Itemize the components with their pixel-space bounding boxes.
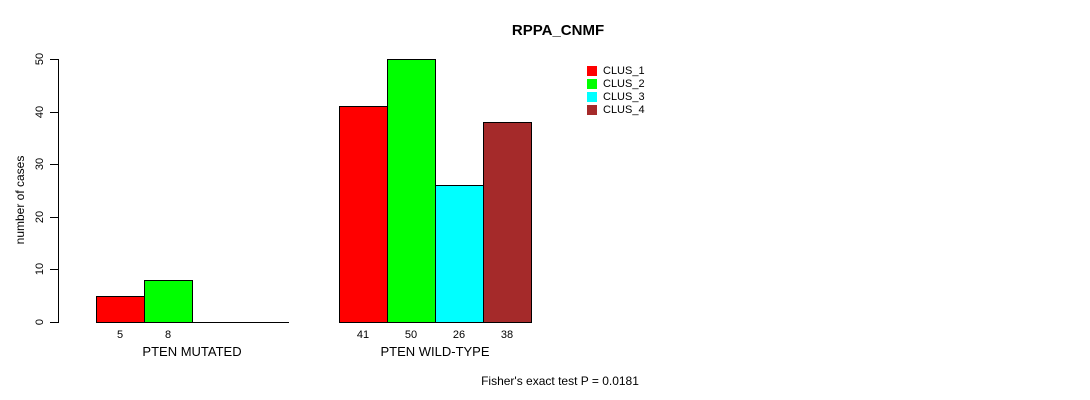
bar-clus_2 [144,280,193,323]
y-axis-label: number of cases [13,155,27,245]
y-tick [50,269,58,270]
legend-label: CLUS_3 [603,90,645,103]
legend-swatch-clus_3 [587,91,597,102]
legend-label: CLUS_1 [603,64,645,77]
group-label: PTEN MUTATED [142,344,242,359]
legend-swatch-clus_4 [587,104,597,115]
legend-swatch-clus_2 [587,78,597,89]
bar-clus_1 [96,296,145,323]
bar-clus_3 [435,185,484,323]
y-tick [50,112,58,113]
y-tick-label: 50 [34,52,46,66]
bar-value-label: 8 [164,329,172,341]
y-tick [50,164,58,165]
y-tick [50,59,58,60]
legend-swatch-clus_1 [587,65,597,76]
chart-title: RPPA_CNMF [511,22,605,39]
legend-label: CLUS_4 [603,103,645,116]
legend-label: CLUS_2 [603,77,645,90]
legend-item: CLUS_4 [587,103,645,116]
footnote: Fisher's exact test P = 0.0181 [481,374,639,388]
y-tick [50,217,58,218]
bar-value-label: 38 [500,329,514,341]
legend-item: CLUS_2 [587,77,645,90]
bar-value-label: 41 [356,329,370,341]
legend: CLUS_1 CLUS_2 CLUS_3 CLUS_4 [587,64,645,116]
y-tick-label: 10 [34,262,46,276]
bar-value-label: 5 [116,329,124,341]
y-axis-line [58,59,59,323]
y-tick [50,322,58,323]
bar-clus_1 [339,106,388,323]
group-label: PTEN WILD-TYPE [380,344,490,359]
y-tick-label: 0 [34,318,46,326]
bar-value-label: 26 [452,329,466,341]
y-tick-label: 20 [34,210,46,224]
bar-clus_4 [483,122,532,323]
legend-item: CLUS_1 [587,64,645,77]
y-tick-label: 30 [34,157,46,171]
legend-item: CLUS_3 [587,90,645,103]
bar-clus_2 [387,59,436,323]
bar-value-label: 50 [404,329,418,341]
y-tick-label: 40 [34,105,46,119]
